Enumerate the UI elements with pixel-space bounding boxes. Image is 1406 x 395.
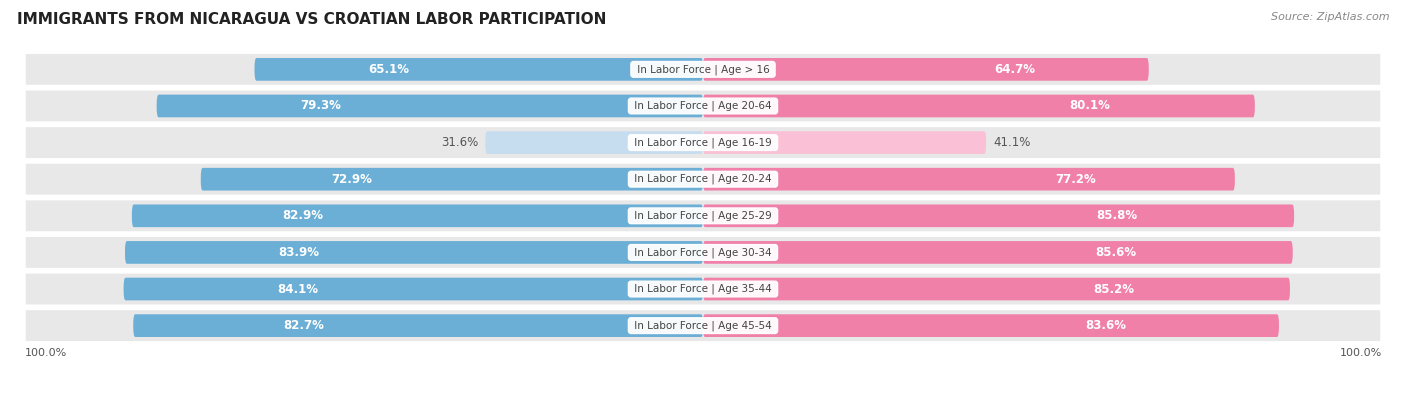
Text: 83.6%: 83.6% xyxy=(1085,319,1126,332)
FancyBboxPatch shape xyxy=(125,241,703,264)
Text: 83.9%: 83.9% xyxy=(278,246,319,259)
Text: In Labor Force | Age 25-29: In Labor Force | Age 25-29 xyxy=(631,211,775,221)
FancyBboxPatch shape xyxy=(703,168,1234,190)
Text: 64.7%: 64.7% xyxy=(994,63,1036,76)
FancyBboxPatch shape xyxy=(703,95,1254,117)
FancyBboxPatch shape xyxy=(703,278,1289,300)
Text: 100.0%: 100.0% xyxy=(1340,348,1382,358)
FancyBboxPatch shape xyxy=(703,131,986,154)
FancyBboxPatch shape xyxy=(703,314,1279,337)
FancyBboxPatch shape xyxy=(703,58,1149,81)
FancyBboxPatch shape xyxy=(703,241,1292,264)
Text: 31.6%: 31.6% xyxy=(441,136,478,149)
Text: In Labor Force | Age 20-24: In Labor Force | Age 20-24 xyxy=(631,174,775,184)
FancyBboxPatch shape xyxy=(24,53,1382,86)
FancyBboxPatch shape xyxy=(24,89,1382,123)
FancyBboxPatch shape xyxy=(485,131,703,154)
Text: 82.7%: 82.7% xyxy=(284,319,325,332)
FancyBboxPatch shape xyxy=(134,314,703,337)
Text: 80.1%: 80.1% xyxy=(1069,100,1109,113)
Text: 84.1%: 84.1% xyxy=(277,282,318,295)
FancyBboxPatch shape xyxy=(703,205,1294,227)
FancyBboxPatch shape xyxy=(254,58,703,81)
FancyBboxPatch shape xyxy=(24,126,1382,160)
Text: 72.9%: 72.9% xyxy=(330,173,371,186)
FancyBboxPatch shape xyxy=(24,162,1382,196)
Text: In Labor Force | Age 16-19: In Labor Force | Age 16-19 xyxy=(631,137,775,148)
Text: IMMIGRANTS FROM NICARAGUA VS CROATIAN LABOR PARTICIPATION: IMMIGRANTS FROM NICARAGUA VS CROATIAN LA… xyxy=(17,12,606,27)
Text: 41.1%: 41.1% xyxy=(993,136,1031,149)
Text: In Labor Force | Age 30-34: In Labor Force | Age 30-34 xyxy=(631,247,775,258)
Text: 79.3%: 79.3% xyxy=(299,100,342,113)
Text: 85.6%: 85.6% xyxy=(1095,246,1136,259)
Text: 85.2%: 85.2% xyxy=(1094,282,1135,295)
Text: In Labor Force | Age 45-54: In Labor Force | Age 45-54 xyxy=(631,320,775,331)
FancyBboxPatch shape xyxy=(24,235,1382,269)
FancyBboxPatch shape xyxy=(132,205,703,227)
FancyBboxPatch shape xyxy=(201,168,703,190)
Text: 65.1%: 65.1% xyxy=(368,63,409,76)
Text: In Labor Force | Age > 16: In Labor Force | Age > 16 xyxy=(634,64,772,75)
Text: 100.0%: 100.0% xyxy=(24,348,66,358)
FancyBboxPatch shape xyxy=(24,272,1382,306)
Text: In Labor Force | Age 35-44: In Labor Force | Age 35-44 xyxy=(631,284,775,294)
Text: Source: ZipAtlas.com: Source: ZipAtlas.com xyxy=(1271,12,1389,22)
FancyBboxPatch shape xyxy=(24,199,1382,233)
Text: In Labor Force | Age 20-64: In Labor Force | Age 20-64 xyxy=(631,101,775,111)
Text: 77.2%: 77.2% xyxy=(1054,173,1095,186)
FancyBboxPatch shape xyxy=(156,95,703,117)
FancyBboxPatch shape xyxy=(24,309,1382,342)
Text: 82.9%: 82.9% xyxy=(283,209,323,222)
FancyBboxPatch shape xyxy=(124,278,703,300)
Text: 85.8%: 85.8% xyxy=(1097,209,1137,222)
